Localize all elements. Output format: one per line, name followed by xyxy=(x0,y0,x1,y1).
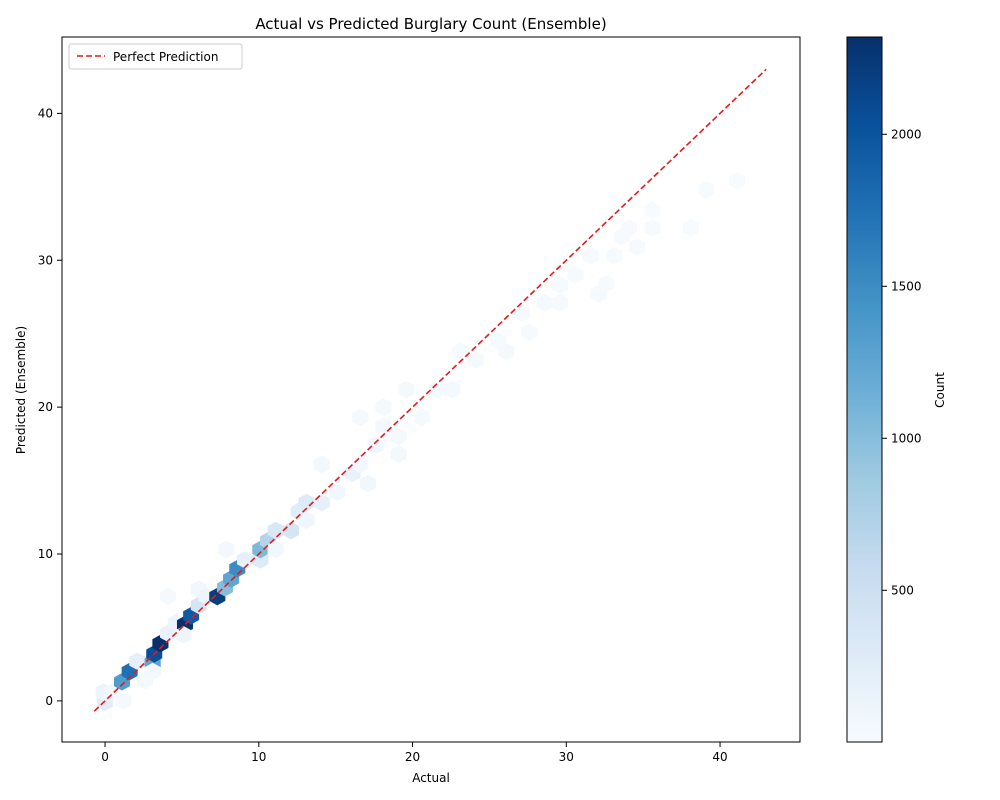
hexbin-cell xyxy=(352,408,369,427)
x-tick-label: 20 xyxy=(405,750,420,764)
hexbin-cell xyxy=(644,201,661,220)
colorbar-tick-label: 1500 xyxy=(891,279,922,293)
perfect-prediction-line xyxy=(93,68,767,712)
colorbar: 500 1000 1500 2000 Count xyxy=(846,36,947,743)
hexbin-cell xyxy=(267,540,284,559)
hexbin-cell xyxy=(552,294,569,312)
colorbar-tick-label: 500 xyxy=(891,583,914,597)
hexbin-cell xyxy=(390,427,407,446)
hexbin-cell xyxy=(218,540,235,559)
hexbin-cell xyxy=(598,275,615,293)
y-axis-label: Predicted (Ensemble) xyxy=(14,326,28,454)
hexbin-cell xyxy=(398,380,415,399)
colorbar-label: Count xyxy=(933,372,947,408)
legend-box xyxy=(68,43,243,70)
hexbin-cell xyxy=(115,692,132,710)
hexbin-cell xyxy=(567,266,584,284)
hexbin-cell xyxy=(452,342,469,361)
hexbin-cell xyxy=(359,474,377,493)
hexbin-cell xyxy=(682,219,699,237)
hexbin-cell xyxy=(521,323,538,341)
hexbin-cell xyxy=(628,238,646,256)
hexbin-cell xyxy=(644,219,661,237)
hexbin-cell xyxy=(498,342,515,361)
hexbin-cell xyxy=(390,445,407,463)
x-tick-label: 0 xyxy=(101,750,109,764)
chart-title: Actual vs Predicted Burglary Count (Ense… xyxy=(255,15,606,33)
hexbin-cell xyxy=(375,398,392,416)
y-tick-label: 20 xyxy=(38,400,53,414)
hexbin-cell xyxy=(605,247,623,265)
hexbin-cell xyxy=(413,408,430,427)
colorbar-ticks: 500 1000 1500 2000 xyxy=(882,127,922,597)
colorbar-gradient xyxy=(846,36,883,743)
y-tick-label: 30 xyxy=(38,253,53,267)
x-tick-label: 30 xyxy=(559,750,574,764)
hexbin-cell xyxy=(329,483,346,502)
x-axis-label: Actual xyxy=(412,771,450,785)
y-tick-label: 0 xyxy=(45,694,53,708)
hexbin-cell xyxy=(367,436,384,455)
legend: Perfect Prediction xyxy=(68,43,243,70)
x-tick-label: 10 xyxy=(251,750,266,764)
hexbin-cell xyxy=(513,304,530,322)
y-axis-ticks: 0 10 20 30 40 xyxy=(38,106,62,708)
colorbar-tick-label: 1000 xyxy=(891,431,922,445)
hexbin-cell xyxy=(467,351,484,369)
hexbin-cell xyxy=(621,219,638,237)
plot-frame xyxy=(61,36,801,743)
plot-area: 0 10 20 30 40 0 10 20 30 40 xyxy=(38,36,801,764)
hexbin-cell xyxy=(728,172,746,190)
hexbin-cell xyxy=(283,521,300,540)
hexbin-layer xyxy=(95,172,746,712)
colorbar-tick-label: 2000 xyxy=(891,127,922,141)
hexbin-cell xyxy=(698,181,715,199)
hexbin-cell xyxy=(160,587,177,606)
hexbin-cell xyxy=(552,276,569,294)
x-axis-ticks: 0 10 20 30 40 xyxy=(101,742,728,764)
hexbin-cell xyxy=(582,247,599,265)
hexbin-cell xyxy=(313,455,330,474)
legend-label: Perfect Prediction xyxy=(113,50,218,64)
y-tick-label: 10 xyxy=(38,547,53,561)
x-tick-label: 40 xyxy=(712,750,727,764)
hexbin-cell xyxy=(444,380,461,399)
y-tick-label: 40 xyxy=(38,106,53,120)
hexbin-cell xyxy=(144,662,161,681)
